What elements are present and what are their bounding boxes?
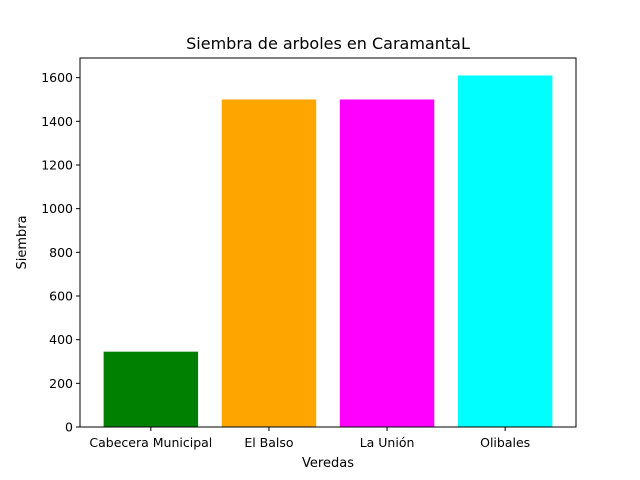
y-tick-label-7: 1400	[41, 114, 73, 129]
plot-frame	[79, 57, 577, 428]
bars-group	[103, 75, 553, 428]
y-tick-label-0: 0	[65, 420, 73, 435]
y-tick-label-6: 1200	[41, 157, 73, 172]
bar-1	[221, 99, 317, 428]
y-tick-label-8: 1600	[41, 70, 73, 85]
x-axis-ticks: Cabecera Municipal El Balso La Unión Olibal…	[89, 427, 530, 450]
y-tick-label-2: 400	[49, 332, 73, 347]
x-tick-label-1: El Balso	[244, 435, 293, 450]
x-axis-label: Veredas	[302, 456, 354, 471]
bar-2	[339, 99, 435, 428]
y-axis-ticks: 0 200 400 600 800 1000 1200 1400 1600	[41, 70, 80, 435]
x-tick-label-2: La Unión	[360, 435, 415, 450]
y-tick-label-5: 1000	[41, 201, 73, 216]
bar-3	[457, 75, 553, 427]
y-tick-label-4: 800	[49, 245, 73, 260]
x-tick-label-3: Olibales	[480, 435, 530, 450]
x-tick-label-0: Cabecera Municipal	[89, 435, 212, 450]
bar-0	[103, 351, 199, 427]
y-tick-label-3: 600	[49, 288, 73, 303]
y-tick-label-1: 200	[49, 376, 73, 391]
y-axis-label: Siembra	[15, 215, 30, 269]
chart-title: Siembra de arboles en CaramantaL	[186, 34, 470, 53]
